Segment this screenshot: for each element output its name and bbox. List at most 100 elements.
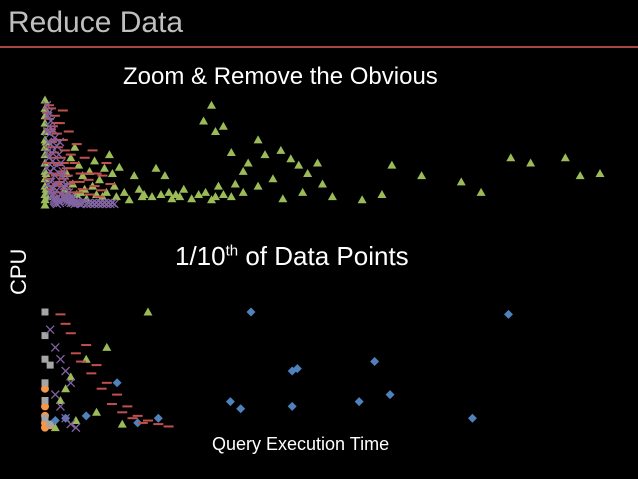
top-dash-point <box>89 185 100 188</box>
top-cross-point <box>43 111 53 121</box>
top-triangle-point <box>377 190 387 198</box>
bottom-dash-point <box>81 344 92 347</box>
bottom-dash-point <box>106 403 117 406</box>
top-dash-point <box>72 191 83 194</box>
top-triangle-point <box>230 179 240 188</box>
top-cross-point <box>57 171 67 181</box>
bottom-dash-point <box>101 381 112 384</box>
top-cross-point <box>109 199 119 209</box>
top-triangle-point <box>303 169 313 177</box>
top-dash-point <box>42 162 53 164</box>
top-triangle-point <box>151 163 161 172</box>
top-dash-point <box>55 156 66 159</box>
top-triangle-point <box>226 192 236 201</box>
bottom-cross-point <box>66 419 76 429</box>
top-triangle-point <box>114 162 124 171</box>
top-triangle-point <box>40 200 50 209</box>
top-triangle-point <box>187 194 197 203</box>
bottom-dash-point <box>137 421 148 424</box>
bottom-diamond-point <box>370 357 380 367</box>
bottom-cross-point <box>50 342 60 352</box>
bottom-cross-point <box>45 325 55 335</box>
top-triangle-point <box>506 153 516 162</box>
top-dash-point <box>62 174 73 177</box>
top-dash-point <box>49 114 60 117</box>
bottom-triangle-point <box>143 307 153 316</box>
bottom-cross-point <box>71 423 81 433</box>
top-cross-point <box>56 158 66 168</box>
top-triangle-point <box>286 154 296 163</box>
top-triangle-point <box>575 171 585 180</box>
top-triangle-point <box>179 184 189 193</box>
top-dash-point <box>77 188 88 191</box>
top-dash-point <box>97 174 108 177</box>
top-triangle-point <box>213 181 223 190</box>
bottom-cross-point <box>66 378 76 388</box>
top-dash-point <box>81 172 92 175</box>
bottom-dash-point <box>55 313 66 316</box>
top-dash-point <box>46 185 57 188</box>
top-triangle-point <box>253 135 263 144</box>
top-dash-point <box>44 146 55 149</box>
bottom-diamond-point <box>504 309 513 319</box>
bottom-diamond-point <box>153 413 163 423</box>
bottom-diamond-point <box>112 378 122 388</box>
top-cross-point <box>48 124 58 134</box>
top-triangle-point <box>218 190 228 198</box>
top-triangle-point <box>99 163 109 172</box>
top-triangle-point <box>210 192 220 201</box>
top-dash-point <box>57 109 68 112</box>
subheading-fraction: 1/10 <box>175 241 226 271</box>
bottom-dash-point <box>76 360 87 363</box>
bottom-triangle-point <box>102 342 112 351</box>
title-divider <box>0 46 638 48</box>
top-triangle-point <box>238 187 248 196</box>
top-triangle-point <box>260 150 270 159</box>
top-triangle-point <box>226 148 236 156</box>
top-dash-point <box>48 151 59 154</box>
bottom-diamond-point <box>246 307 256 317</box>
top-dash-point <box>51 122 62 125</box>
top-dash-point <box>87 149 98 152</box>
top-triangle-point <box>268 174 278 183</box>
top-triangle-point <box>218 121 228 130</box>
top-triangle-point <box>526 158 536 167</box>
bottom-chart-heading: 1/10th of Data Points <box>175 240 409 272</box>
bottom-dash-point <box>96 387 107 390</box>
top-triangle-point <box>70 142 80 151</box>
top-triangle-point <box>175 192 185 201</box>
bottom-square-point <box>41 308 49 316</box>
top-cross-point <box>44 153 54 163</box>
top-triangle-point <box>243 158 253 167</box>
top-triangle-point <box>124 195 134 204</box>
top-triangle-point <box>327 192 337 201</box>
bottom-dash-point <box>163 425 174 428</box>
top-dash-point <box>54 180 65 183</box>
top-dash-point <box>94 195 105 198</box>
top-dash-point <box>50 174 61 177</box>
top-triangle-point <box>74 160 84 169</box>
bottom-cross-point <box>55 354 65 364</box>
bottom-cross-point <box>55 401 65 411</box>
top-triangle-point <box>66 153 76 162</box>
top-cross-point <box>42 127 52 136</box>
bottom-dash-point <box>112 393 123 396</box>
bottom-cross-point <box>50 390 60 400</box>
top-cross-point <box>44 108 54 118</box>
top-dash-point <box>65 167 76 170</box>
bottom-triangle-point <box>55 396 65 404</box>
top-triangle-point <box>134 184 144 193</box>
bottom-dash-point <box>91 364 102 367</box>
top-triangle-point <box>139 190 149 198</box>
top-triangle-point <box>417 171 427 180</box>
subheading-superscript: th <box>225 242 239 260</box>
top-dash-point <box>79 156 90 159</box>
top-dash-point <box>51 132 62 135</box>
top-triangle-point <box>95 175 105 184</box>
top-triangle-point <box>294 160 304 169</box>
bottom-cross-point <box>61 366 71 376</box>
top-cross-point <box>42 148 52 157</box>
bottom-diamond-point <box>287 366 297 376</box>
bottom-diamond-point <box>50 416 60 426</box>
bottom-dash-point <box>65 332 76 335</box>
